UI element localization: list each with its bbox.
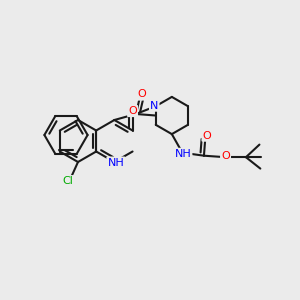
- Text: O: O: [202, 130, 211, 141]
- Text: NH: NH: [107, 158, 124, 168]
- Text: N: N: [150, 100, 158, 111]
- Text: O: O: [128, 106, 137, 116]
- Text: NH: NH: [175, 149, 191, 159]
- Text: O: O: [221, 151, 230, 161]
- Text: Cl: Cl: [63, 176, 74, 186]
- Text: O: O: [138, 89, 146, 100]
